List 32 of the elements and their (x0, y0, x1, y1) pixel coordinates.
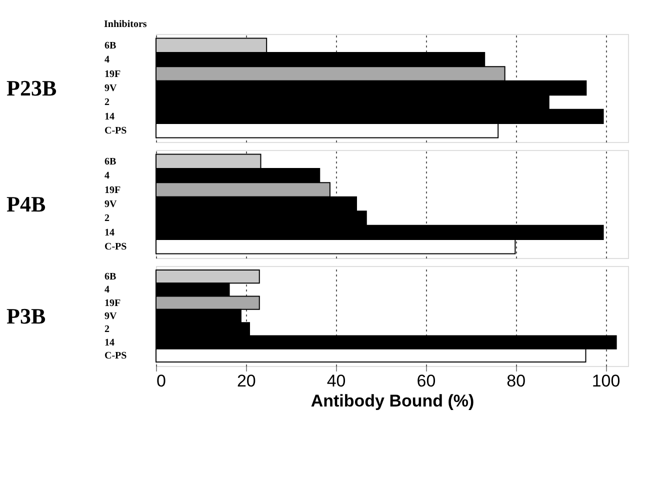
y-tick-label: 4 (104, 170, 110, 182)
y-tick-label: 2 (104, 213, 110, 224)
x-tick-label: 40 (326, 372, 346, 390)
y-tick-label: 4 (104, 284, 110, 296)
y-tick-label: 9V (104, 311, 118, 322)
y-tick-label: 14 (104, 337, 114, 348)
y-tick-label: 4 (104, 54, 110, 66)
x-tick-label: 60 (416, 372, 436, 390)
y-tick-label: 19F (104, 68, 121, 80)
y-tick-label: 19F (104, 184, 121, 196)
y-tick-label: 6B (104, 156, 116, 168)
y-axis-title: P23B (6, 76, 57, 100)
y-tick-label: C-PS (104, 350, 128, 362)
y-axis-title: P3B (6, 304, 46, 328)
y-tick-label: 14 (104, 227, 114, 238)
y-tick-label: 14 (104, 111, 114, 122)
y-axis-title: P4B (6, 192, 46, 216)
x-tick-label: 20 (236, 372, 256, 390)
y-tick-label: C-PS (104, 242, 128, 253)
x-tick-label: 80 (506, 372, 526, 390)
y-tick-label: 2 (104, 324, 110, 336)
y-tick-label: 2 (104, 97, 110, 108)
y-tick-label: 19F (104, 298, 121, 309)
y-tick-label: 6B (104, 272, 116, 283)
text: Inhibitors (104, 19, 147, 30)
y-tick-label: 9V (104, 83, 118, 94)
x-tick-label: 100 (592, 372, 620, 390)
y-tick-label: 9V (104, 199, 118, 210)
x-axis-title: Antibody Bound (%) (310, 392, 474, 410)
x-tick-label: 0 (156, 372, 166, 390)
y-tick-label: 6B (104, 40, 116, 52)
y-tick-label: C-PS (104, 126, 128, 137)
